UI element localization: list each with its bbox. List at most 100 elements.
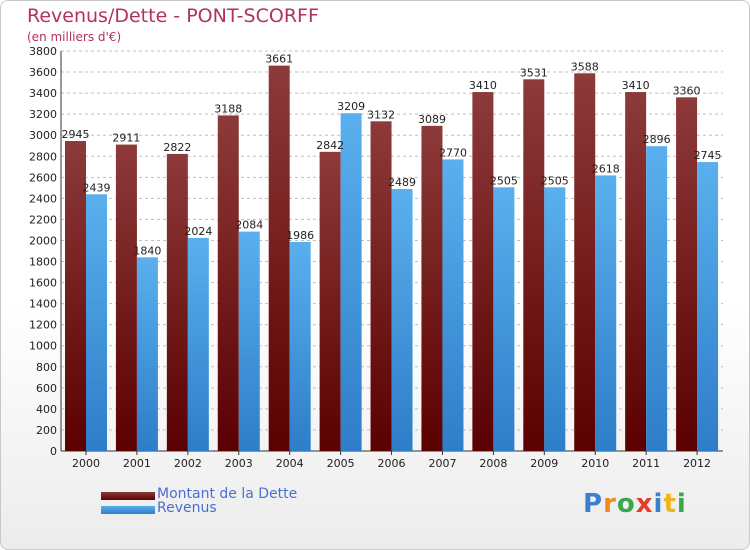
data-label-revenus: 2084	[235, 219, 263, 232]
data-label-dette: 3132	[367, 108, 395, 121]
y-tick-label: 600	[36, 382, 57, 395]
y-tick-label: 1400	[29, 298, 57, 311]
logo-letter: i	[653, 489, 664, 519]
data-label-revenus: 2489	[388, 176, 416, 189]
y-tick-label: 1200	[29, 319, 57, 332]
data-label-dette: 3360	[673, 84, 701, 97]
y-tick-label: 2800	[29, 150, 57, 163]
bar-dette	[319, 151, 341, 451]
y-tick-label: 2400	[29, 192, 57, 205]
data-label-revenus: 1840	[133, 244, 161, 257]
x-tick-label: 2005	[327, 457, 355, 470]
logo-letter: t	[663, 489, 677, 519]
data-label-dette: 3410	[622, 79, 650, 92]
legend-label-dette: Montant de la Dette	[157, 486, 298, 502]
data-label-dette: 3531	[520, 66, 548, 79]
data-label-dette: 3188	[214, 102, 242, 115]
legend-label-revenus: Revenus	[157, 500, 217, 516]
logo-letter: o	[616, 489, 636, 519]
x-tick-label: 2010	[581, 457, 609, 470]
y-tick-label: 400	[36, 403, 57, 416]
y-tick-label: 200	[36, 424, 57, 437]
bar-revenus	[595, 175, 617, 451]
y-tick-label: 800	[36, 361, 57, 374]
proxiti-logo: Proxiti	[583, 489, 687, 519]
x-tick-label: 2006	[378, 457, 406, 470]
data-label-revenus: 2505	[490, 174, 518, 187]
y-tick-label: 2000	[29, 234, 57, 247]
bar-revenus	[136, 257, 158, 451]
y-tick-label: 0	[50, 445, 57, 458]
y-tick-label: 3600	[29, 66, 57, 79]
bar-revenus	[493, 187, 515, 451]
x-tick-label: 2002	[174, 457, 202, 470]
data-label-revenus: 2439	[83, 181, 111, 194]
y-tick-label: 1800	[29, 256, 57, 269]
bar-revenus	[544, 187, 566, 451]
logo-letter: P	[583, 489, 604, 519]
data-labels-layer: 2945 2439 2911 1840 2822 2024 3188 2084 3661 1986…	[62, 53, 722, 258]
data-label-dette: 3410	[469, 79, 497, 92]
y-tick-label: 3800	[29, 45, 57, 58]
x-tick-label: 2008	[479, 457, 507, 470]
bar-dette	[166, 153, 188, 451]
y-axis-ticks: 0 200 400 600 800 1000 1200 1400 1600 1800 2000 220…	[29, 45, 57, 458]
logo-letter: i	[676, 489, 687, 519]
bar-dette	[421, 125, 443, 451]
data-label-dette: 3089	[418, 113, 446, 126]
x-tick-label: 2012	[683, 457, 711, 470]
bar-dette	[115, 144, 137, 451]
data-label-revenus: 2770	[439, 146, 467, 159]
chart-title: Revenus/Dette - PONT-SCORFF	[27, 5, 319, 27]
y-tick-label: 3000	[29, 129, 57, 142]
data-label-revenus: 2896	[643, 133, 671, 146]
bar-dette	[217, 115, 239, 451]
bar-dette	[268, 65, 290, 451]
bar-dette	[676, 97, 698, 451]
data-label-dette: 2945	[62, 128, 90, 141]
bar-dette	[65, 141, 86, 451]
logo-letter: r	[603, 489, 617, 519]
y-tick-label: 1000	[29, 340, 57, 353]
y-tick-label: 3200	[29, 108, 57, 121]
legend-swatch-dette	[101, 492, 155, 500]
x-tick-label: 2009	[530, 457, 558, 470]
y-tick-label: 2600	[29, 171, 57, 184]
bar-dette	[523, 79, 545, 451]
data-label-revenus: 1986	[286, 229, 314, 242]
y-tick-label: 1600	[29, 277, 57, 290]
bar-revenus	[289, 241, 311, 451]
bar-revenus	[391, 189, 413, 451]
x-axis-ticks: 2000 2001 2002 2003 2004 2005 2006 2007 2008 2009…	[72, 451, 711, 470]
data-label-revenus: 2505	[541, 174, 569, 187]
bars-layer	[65, 65, 719, 452]
data-label-dette: 2822	[163, 141, 191, 154]
x-tick-label: 2001	[123, 457, 151, 470]
y-tick-label: 3400	[29, 87, 57, 100]
bar-dette	[472, 92, 494, 451]
bar-revenus	[86, 194, 107, 451]
logo-letter: x	[635, 489, 654, 519]
data-label-dette: 2911	[112, 132, 140, 145]
data-label-dette: 2842	[316, 139, 344, 152]
data-label-revenus: 2618	[592, 162, 620, 175]
x-tick-label: 2004	[276, 457, 304, 470]
y-tick-label: 2200	[29, 213, 57, 226]
x-tick-label: 2007	[428, 457, 456, 470]
bar-dette	[574, 73, 596, 451]
bar-revenus	[697, 162, 719, 452]
data-label-dette: 3661	[265, 53, 293, 66]
bar-dette	[625, 92, 647, 451]
data-label-revenus: 2745	[694, 149, 722, 162]
data-label-revenus: 3209	[337, 100, 365, 113]
bar-revenus	[442, 159, 464, 451]
bar-revenus	[340, 113, 362, 452]
legend-swatch-revenus	[101, 506, 155, 514]
x-tick-label: 2000	[72, 457, 100, 470]
bar-revenus	[238, 231, 260, 451]
chart-subtitle: (en milliers d'€)	[27, 30, 122, 44]
bar-revenus	[187, 237, 209, 451]
data-label-dette: 3588	[571, 60, 599, 73]
